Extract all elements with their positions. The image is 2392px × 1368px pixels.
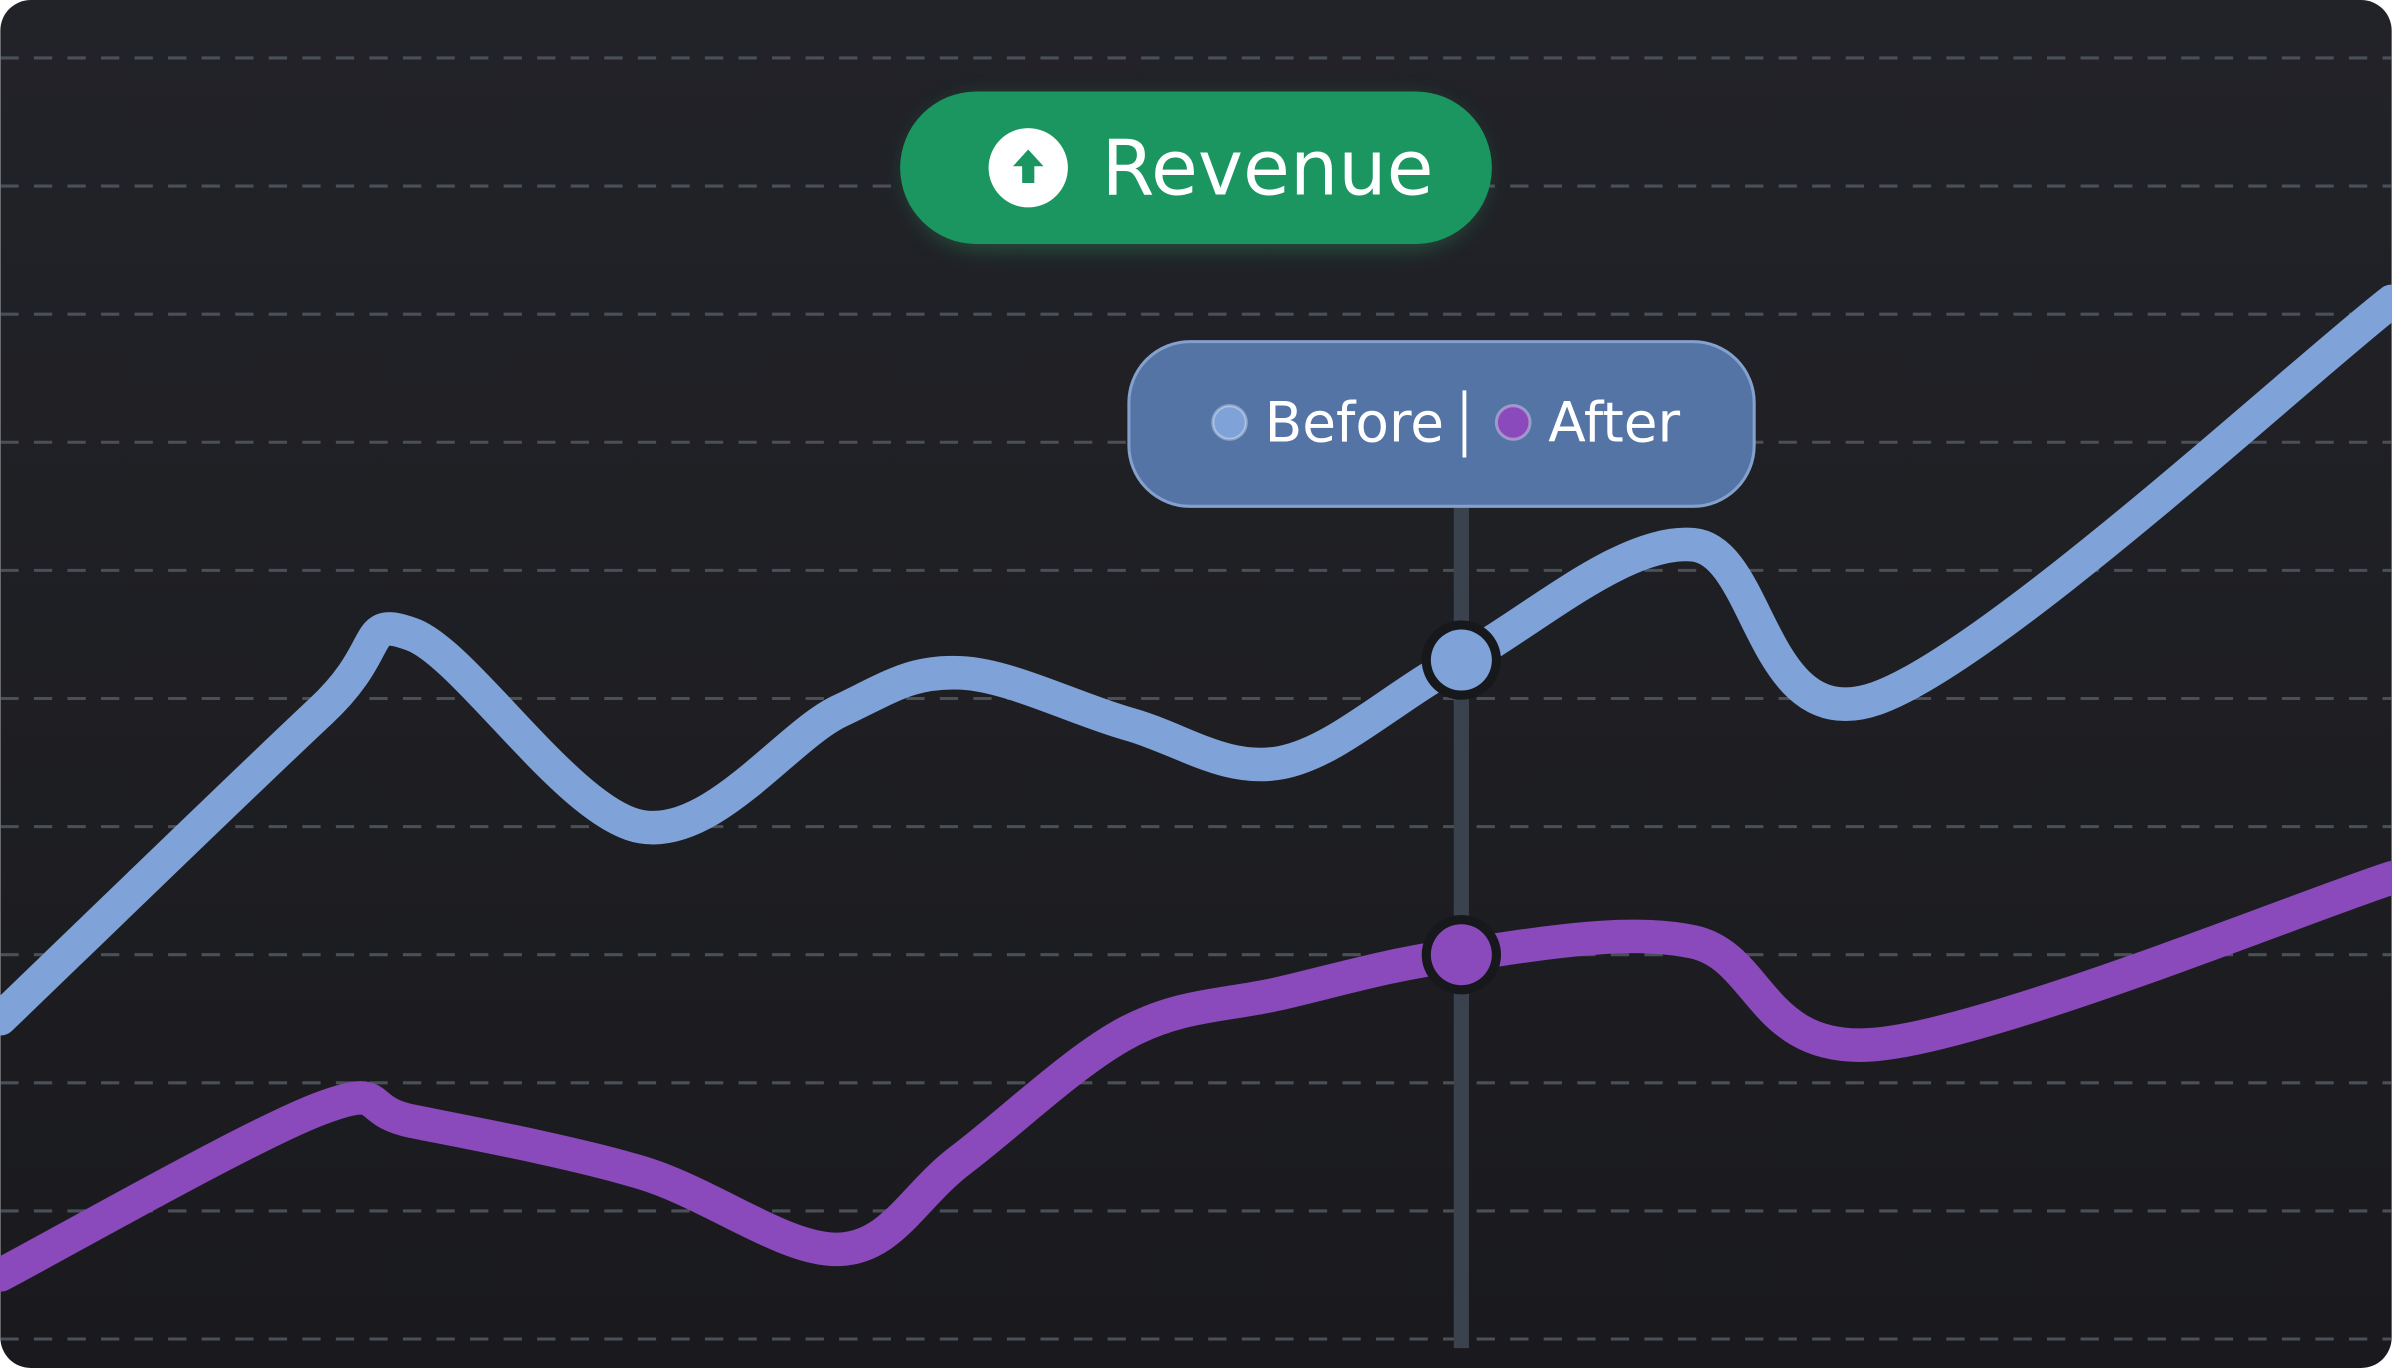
series-line <box>0 861 2392 1292</box>
chart-title: Revenue <box>1101 123 1433 212</box>
pill <box>900 91 1492 245</box>
highlight-point-inner <box>1430 629 1492 691</box>
legend-label: Before <box>1265 390 1444 454</box>
series-line <box>0 284 2392 1036</box>
highlight-point-inner <box>1430 924 1492 986</box>
legend-swatch <box>1494 404 1532 441</box>
up-arrow <box>1012 149 1044 184</box>
legend-swatch <box>1211 404 1248 441</box>
legend-box <box>1127 340 1756 508</box>
legend-label: After <box>1548 390 1680 454</box>
title-pill: Revenue <box>900 91 1492 248</box>
legend: Before After <box>1127 340 1756 508</box>
